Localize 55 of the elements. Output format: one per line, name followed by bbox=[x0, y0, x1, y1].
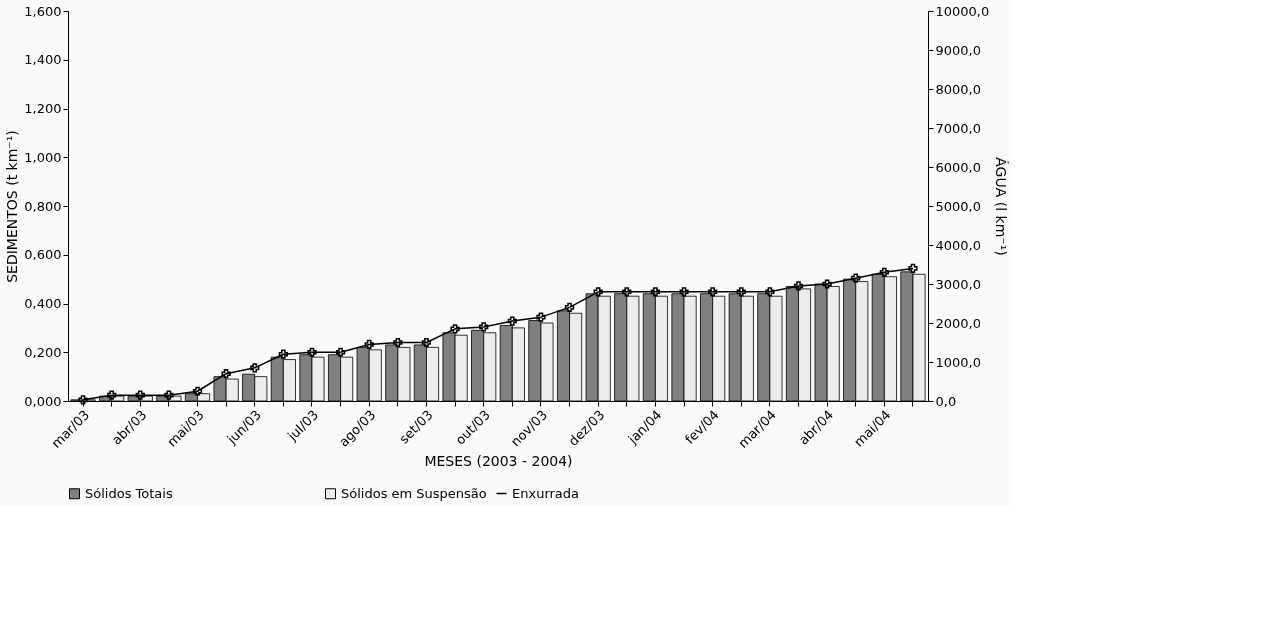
y-tick-label: 1,000 bbox=[24, 149, 62, 165]
y2-tick-label: 2000,0 bbox=[935, 315, 981, 331]
point bbox=[622, 287, 632, 297]
y-tick-label: 1,600 bbox=[24, 3, 62, 19]
legend-label: Sólidos Totais bbox=[85, 485, 173, 501]
point bbox=[164, 390, 174, 400]
legend-label: Enxurrada bbox=[512, 485, 580, 501]
y-tick-label: 0,000 bbox=[24, 393, 62, 409]
point bbox=[851, 273, 861, 283]
point bbox=[708, 287, 718, 297]
point bbox=[507, 316, 517, 326]
y2-tick-label: 7000,0 bbox=[935, 120, 981, 136]
point bbox=[250, 363, 260, 373]
y2-tick-label: 0,0 bbox=[935, 393, 957, 409]
y2-tick-label: 8000,0 bbox=[935, 81, 981, 97]
point bbox=[736, 287, 746, 297]
point bbox=[593, 287, 603, 297]
point bbox=[393, 337, 403, 348]
y-tick-label: 1,200 bbox=[24, 101, 62, 116]
y-axis-title: SEDIMENTOS (t km⁻¹) bbox=[4, 130, 21, 283]
y-tick-label: 0,600 bbox=[24, 247, 62, 263]
y-tick-label: 0,400 bbox=[24, 296, 62, 311]
y-tick-label: 1,400 bbox=[24, 52, 62, 68]
point bbox=[793, 281, 804, 291]
point bbox=[564, 302, 575, 313]
point bbox=[879, 267, 889, 277]
point bbox=[765, 287, 775, 297]
point bbox=[364, 339, 374, 350]
y2-tick-label: 6000,0 bbox=[935, 159, 981, 175]
point bbox=[335, 347, 346, 357]
point bbox=[908, 263, 918, 274]
point bbox=[822, 279, 832, 289]
point bbox=[450, 324, 460, 334]
y-tick-label: 0,200 bbox=[24, 344, 62, 360]
point bbox=[135, 390, 145, 400]
legend-label: Sólidos em Suspensão bbox=[341, 485, 487, 501]
point bbox=[221, 369, 231, 379]
point bbox=[679, 287, 689, 297]
y2-tick-label: 5000,0 bbox=[935, 198, 981, 214]
point bbox=[107, 390, 117, 400]
point bbox=[536, 312, 546, 322]
y2-axis-title: ÁGUA (l km⁻¹) bbox=[993, 157, 1010, 256]
y-tick-label: 0,800 bbox=[24, 198, 62, 214]
y2-tick-label: 9000,0 bbox=[935, 42, 981, 58]
y2-tick-label: 10000,0 bbox=[935, 3, 990, 19]
point bbox=[650, 287, 661, 297]
y2-tick-label: 4000,0 bbox=[935, 237, 981, 253]
y2-tick-label: 1000,0 bbox=[935, 354, 981, 370]
point bbox=[192, 386, 203, 396]
point bbox=[278, 349, 288, 359]
point bbox=[307, 347, 317, 357]
y2-tick-label: 3000,0 bbox=[935, 276, 981, 292]
point bbox=[479, 322, 489, 332]
point bbox=[421, 337, 432, 348]
x-axis-title: MESES (2003 - 2004) bbox=[424, 452, 573, 469]
